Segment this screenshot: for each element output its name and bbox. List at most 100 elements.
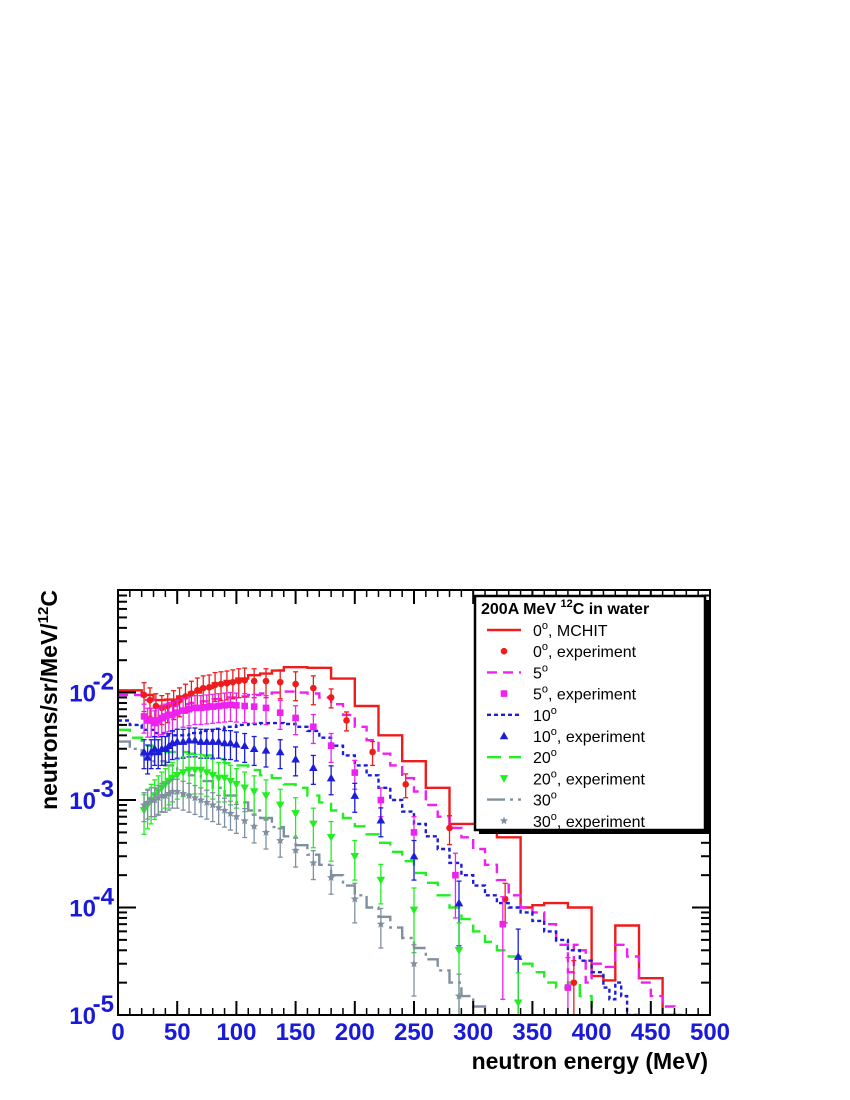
series-5-experiment-point (154, 717, 162, 724)
series-20-experiment-point (226, 777, 235, 786)
series-30-experiment-point (276, 836, 285, 844)
y-tick-exponent: -4 (93, 884, 115, 911)
series-5-experiment-point (233, 702, 240, 709)
x-tick-label: 500 (690, 1019, 730, 1046)
series-20-experiment-point (309, 820, 318, 829)
series-30-experiment-point (240, 816, 249, 825)
series-20-experiment-point (196, 766, 206, 775)
series-30-experiment-point (168, 787, 177, 795)
series-20-experiment-point (275, 801, 285, 810)
series-30-experiment-point (409, 959, 419, 968)
series-30-experiment-point (454, 991, 464, 1000)
series-20-experiment-point (232, 781, 241, 789)
series-20-experiment-point (178, 769, 188, 777)
series-5-experiment-point (250, 703, 258, 710)
series-5-experiment-point (499, 920, 507, 928)
series-5-experiment-point (241, 702, 248, 710)
series-0-experiment-point (250, 677, 258, 685)
series-10-experiment-point (184, 735, 194, 744)
x-tick-label: 50 (164, 1019, 191, 1046)
series-30-experiment-point (185, 791, 194, 800)
series-0-experiment-point (570, 979, 578, 986)
y-tick-label: 10 (69, 681, 96, 708)
series-5-experiment-point (410, 829, 418, 836)
legend-entry-label: 10o, experiment (533, 726, 646, 746)
series-30-experiment-point (161, 791, 170, 800)
series-0-experiment-point (369, 748, 376, 756)
series-10-experiment-point (202, 737, 212, 745)
legend-marker-swatch (499, 731, 509, 740)
series-30-experiment-point (250, 822, 259, 830)
series-0-experiment-point (343, 717, 350, 724)
series-10-experiment-point (454, 898, 464, 907)
series-30-experiment-point (173, 787, 182, 795)
series-0-experiment-point (241, 677, 248, 684)
series-5-experiment-point (140, 713, 148, 720)
series-20-experiment-point (172, 771, 182, 780)
series-0-experiment-point (235, 677, 243, 685)
series-30-experiment-point (202, 798, 211, 806)
x-tick-label: 100 (216, 1019, 256, 1046)
legend-entry-label: 20o (533, 747, 557, 767)
series-10-experiment-point (409, 851, 419, 860)
series-10-experiment-point (139, 747, 149, 756)
series-0-experiment-point (276, 678, 284, 686)
series-5-experiment-point (262, 704, 270, 712)
series-0-experiment-point (402, 781, 410, 788)
series-10-experiment-point (309, 763, 318, 771)
series-0-experiment-point (446, 824, 453, 832)
legend-entry-label: 20o, experiment (533, 768, 646, 788)
series-30-experiment-point (190, 793, 199, 802)
series-0-experiment-point (310, 684, 317, 692)
series-10-experiment-point (190, 735, 200, 744)
series-0-experiment-point (140, 691, 148, 699)
series-0-experiment-point (205, 683, 213, 691)
series-20-experiment-point (184, 766, 194, 775)
x-tick-label: 400 (572, 1019, 612, 1046)
series-5-experiment-point (162, 713, 169, 720)
series-20-mchit-line (118, 728, 604, 1015)
series-20-experiment-point (202, 769, 212, 777)
series-20-experiment-point (208, 771, 218, 780)
series-0-experiment-point (211, 681, 219, 689)
series-20-experiment-point (326, 834, 336, 842)
series-30-experiment-point (143, 798, 152, 806)
series-0-experiment-point (217, 680, 225, 688)
series-30-experiment-point (179, 789, 188, 797)
legend-marker-swatch (500, 690, 508, 697)
series-30-experiment-point (140, 800, 149, 809)
series-10-experiment-point (249, 744, 259, 753)
legend-entry-label: 30o (533, 790, 557, 810)
x-tick-label: 250 (394, 1019, 434, 1046)
series-10-experiment-point (350, 791, 360, 799)
legend-marker-swatch (500, 647, 508, 655)
series-0-experiment-point (327, 694, 335, 701)
series-10-experiment-point (226, 738, 235, 747)
legend-entry-label: 0o, MCHIT (533, 620, 608, 640)
series-5-experiment-point (165, 711, 173, 719)
series-5-experiment-point (191, 704, 199, 712)
series-20-experiment-point (249, 788, 259, 796)
series-10-experiment-point (232, 740, 241, 748)
series-30-experiment-point (327, 873, 336, 881)
series-30-experiment-point (291, 846, 300, 854)
series-30-experiment-point (376, 919, 385, 928)
series-30-experiment-point (150, 795, 159, 804)
series-0-experiment-point (146, 696, 154, 704)
series-20-experiment-point (220, 774, 229, 783)
series-0-experiment-point (262, 677, 270, 685)
series-10-experiment-point (326, 773, 336, 782)
series-10-experiment-point (275, 747, 285, 756)
x-tick-label: 0 (111, 1019, 124, 1046)
legend-entry-label: 5o (533, 662, 548, 682)
y-tick-label: 10 (69, 1003, 96, 1030)
series-20-experiment-point (454, 946, 464, 955)
series-30-experiment-point (154, 793, 163, 802)
series-20-experiment-point (240, 784, 249, 793)
series-30-experiment-point (309, 858, 318, 867)
series-0-experiment-point (223, 679, 231, 687)
series-10-experiment-point (208, 737, 218, 745)
series-5-experiment-point (276, 709, 284, 716)
series-5-experiment-point (151, 719, 159, 727)
